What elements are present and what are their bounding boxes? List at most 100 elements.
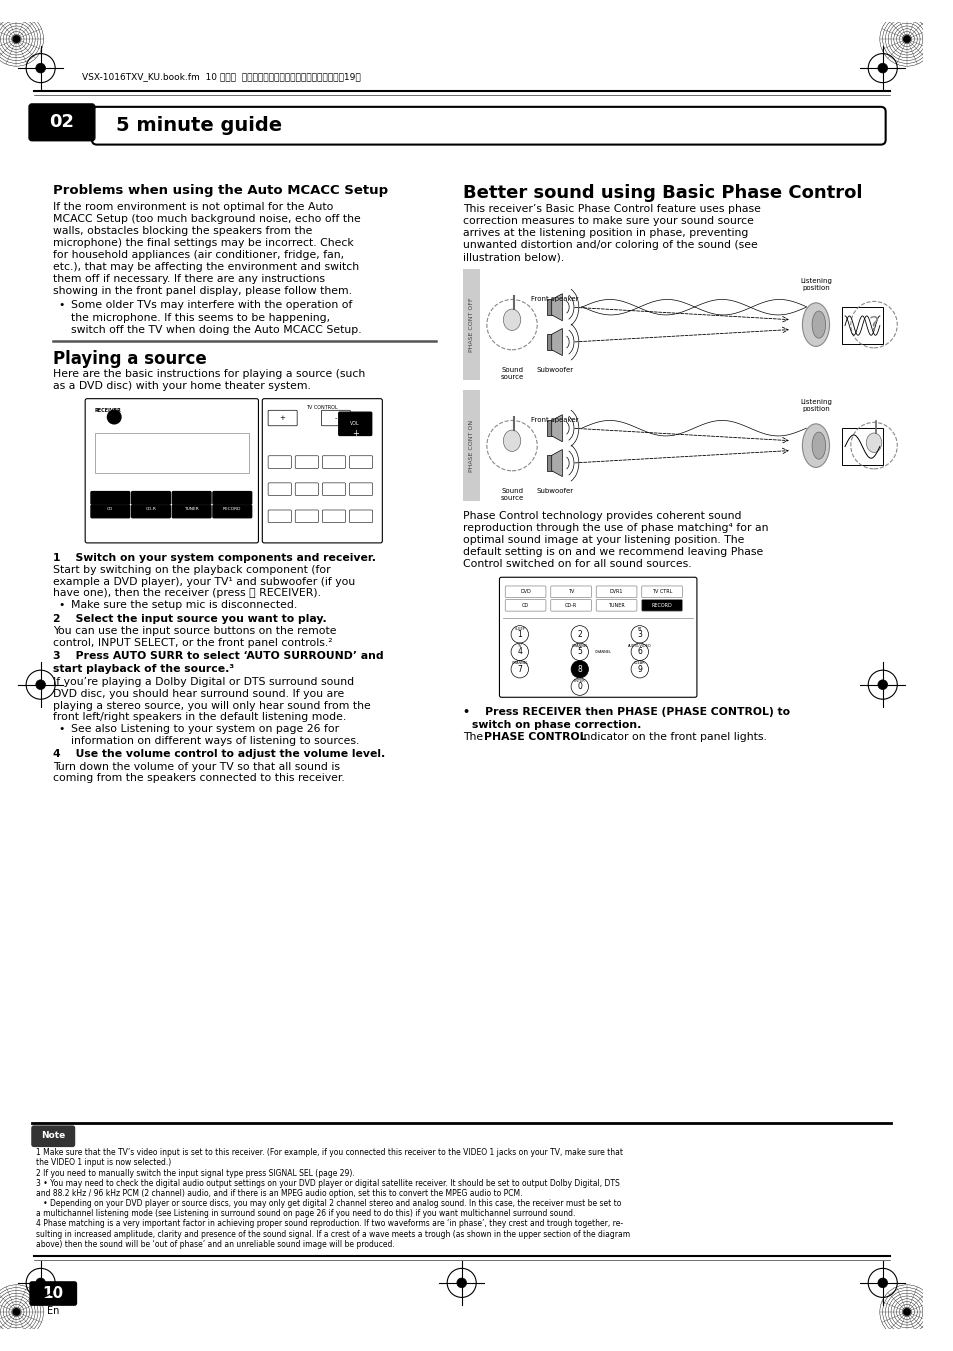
Text: -: -: [335, 415, 336, 422]
Bar: [546, 420, 551, 436]
Text: En: En: [47, 1306, 59, 1316]
Text: +: +: [352, 430, 358, 438]
Text: PHASE CONT ON: PHASE CONT ON: [468, 420, 474, 471]
Text: 8: 8: [577, 665, 581, 674]
Bar: [462, 390, 479, 501]
Text: See also Listening to your system on page 26 for: See also Listening to your system on pag…: [71, 724, 338, 734]
Text: Make sure the setup mic is disconnected.: Make sure the setup mic is disconnected.: [71, 600, 296, 611]
Text: Better sound using Basic Phase Control: Better sound using Basic Phase Control: [462, 184, 862, 203]
Text: Phase Control technology provides coherent sound: Phase Control technology provides cohere…: [462, 511, 740, 521]
Text: microphone) the final settings may be incorrect. Check: microphone) the final settings may be in…: [53, 238, 354, 249]
Text: 5: 5: [577, 647, 581, 657]
Text: This receiver’s Basic Phase Control feature uses phase: This receiver’s Basic Phase Control feat…: [462, 204, 760, 213]
FancyBboxPatch shape: [322, 509, 345, 523]
Text: walls, obstacles blocking the speakers from the: walls, obstacles blocking the speakers f…: [53, 226, 313, 236]
Text: +: +: [279, 415, 285, 422]
Text: arrives at the listening position in phase, preventing: arrives at the listening position in pha…: [462, 228, 747, 238]
Circle shape: [12, 1308, 20, 1316]
Text: optimal sound image at your listening position. The: optimal sound image at your listening po…: [462, 535, 743, 546]
Text: 6: 6: [637, 647, 641, 657]
Text: the microphone. If this seems to be happening,: the microphone. If this seems to be happ…: [71, 312, 330, 323]
Text: AUDIO/VIDEO: AUDIO/VIDEO: [627, 644, 651, 648]
Text: example a DVD player), your TV¹ and subwoofer (if you: example a DVD player), your TV¹ and subw…: [53, 577, 355, 586]
FancyBboxPatch shape: [268, 482, 291, 496]
Text: correction measures to make sure your sound source: correction measures to make sure your so…: [462, 216, 753, 226]
Text: TV: TV: [148, 520, 153, 524]
Text: 7: 7: [517, 665, 521, 674]
FancyBboxPatch shape: [294, 482, 318, 496]
FancyBboxPatch shape: [132, 505, 171, 517]
FancyBboxPatch shape: [596, 586, 637, 597]
Text: 9: 9: [637, 665, 641, 674]
Text: default setting is on and we recommend leaving Phase: default setting is on and we recommend l…: [462, 547, 762, 557]
FancyBboxPatch shape: [596, 600, 637, 611]
Text: TV: TV: [517, 644, 521, 648]
FancyBboxPatch shape: [91, 107, 884, 145]
FancyBboxPatch shape: [322, 482, 345, 496]
Text: MCACC Setup (too much background noise, echo off the: MCACC Setup (too much background noise, …: [53, 213, 360, 224]
Text: If the room environment is not optimal for the Auto: If the room environment is not optimal f…: [53, 201, 334, 212]
FancyBboxPatch shape: [349, 509, 373, 523]
Text: Note: Note: [41, 1131, 66, 1140]
FancyBboxPatch shape: [550, 600, 591, 611]
Text: SLEEP: SLEEP: [514, 627, 525, 631]
Text: CLEAR: CLEAR: [634, 662, 645, 666]
Text: TV: TV: [567, 589, 574, 594]
Polygon shape: [551, 450, 561, 477]
Text: Front speaker: Front speaker: [530, 296, 578, 301]
Text: TV CTRL: TV CTRL: [223, 520, 241, 524]
Text: •: •: [58, 300, 65, 311]
Bar: [546, 455, 551, 470]
Text: CHANNEL: CHANNEL: [571, 644, 588, 648]
FancyBboxPatch shape: [268, 509, 291, 523]
Text: RT: RT: [637, 627, 641, 631]
Circle shape: [36, 1278, 46, 1288]
Text: CD-R: CD-R: [564, 603, 577, 608]
Text: Playing a source: Playing a source: [53, 350, 207, 369]
Text: Control switched on for all sound sources.: Control switched on for all sound source…: [462, 559, 691, 569]
Text: 5 minute guide: 5 minute guide: [116, 116, 282, 135]
Text: RECORD: RECORD: [651, 603, 672, 608]
Circle shape: [108, 411, 121, 424]
Bar: [841, 307, 882, 345]
Circle shape: [36, 680, 46, 689]
FancyBboxPatch shape: [85, 399, 258, 543]
Text: • Depending on your DVD player or source discs, you may only get digital 2 chann: • Depending on your DVD player or source…: [36, 1200, 620, 1208]
Text: 2 If you need to manually switch the input signal type press SIGNAL SEL (page 29: 2 If you need to manually switch the inp…: [36, 1169, 355, 1178]
Text: 2: 2: [577, 630, 581, 639]
Circle shape: [456, 1278, 466, 1288]
FancyBboxPatch shape: [172, 505, 211, 517]
Ellipse shape: [801, 303, 829, 346]
Bar: [94, 432, 249, 473]
Text: as a DVD disc) with your home theater system.: as a DVD disc) with your home theater sy…: [53, 381, 311, 390]
Text: TV CONTROL: TV CONTROL: [306, 405, 337, 411]
Text: playing a stereo source, you will only hear sound from the: playing a stereo source, you will only h…: [53, 701, 371, 711]
Text: Front speaker: Front speaker: [530, 416, 578, 423]
Circle shape: [902, 35, 910, 43]
Bar: [546, 300, 551, 315]
FancyBboxPatch shape: [322, 455, 345, 469]
FancyBboxPatch shape: [31, 1127, 74, 1147]
Text: You can use the input source buttons on the remote: You can use the input source buttons on …: [53, 626, 336, 636]
Text: coming from the speakers connected to this receiver.: coming from the speakers connected to th…: [53, 773, 345, 784]
Text: PHASE CONTROL: PHASE CONTROL: [483, 732, 586, 742]
Text: 3 • You may need to check the digital audio output settings on your DVD player o: 3 • You may need to check the digital au…: [36, 1179, 618, 1188]
Text: sulting in increased amplitude, clarity and presence of the sound signal. If a c: sulting in increased amplitude, clarity …: [36, 1229, 629, 1239]
Text: CHANNEL: CHANNEL: [511, 662, 528, 666]
Text: control, INPUT SELECT, or the front panel controls.²: control, INPUT SELECT, or the front pane…: [53, 638, 333, 647]
Text: Subwoofer: Subwoofer: [536, 488, 573, 494]
Circle shape: [571, 661, 588, 678]
Text: Some older TVs may interfere with the operation of: Some older TVs may interfere with the op…: [71, 300, 352, 311]
Circle shape: [877, 63, 886, 73]
Text: Listening
position: Listening position: [800, 399, 831, 412]
FancyBboxPatch shape: [641, 586, 681, 597]
Text: Listening
position: Listening position: [800, 278, 831, 290]
Text: TUNER: TUNER: [184, 507, 199, 511]
Text: CHANNEL: CHANNEL: [594, 650, 611, 654]
Text: •: •: [58, 600, 65, 611]
FancyBboxPatch shape: [505, 586, 545, 597]
FancyBboxPatch shape: [172, 492, 211, 504]
Text: •: •: [58, 724, 65, 734]
FancyBboxPatch shape: [91, 492, 130, 504]
FancyBboxPatch shape: [91, 505, 130, 517]
